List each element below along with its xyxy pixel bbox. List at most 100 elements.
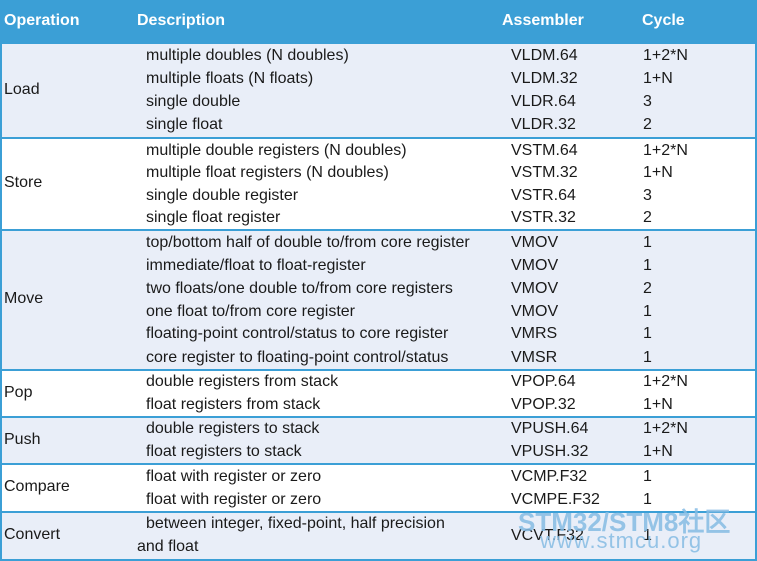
row-assembler: VSTR.64 bbox=[511, 187, 576, 204]
row-description: multiple float registers (N doubles) bbox=[146, 164, 389, 181]
table-row: core register to floating-point control/… bbox=[0, 346, 757, 369]
row-cycle: 1+2*N bbox=[643, 47, 688, 64]
convert-description-line1: between integer, fixed-point, half preci… bbox=[146, 515, 445, 532]
row-cycle: 1 bbox=[643, 234, 652, 251]
table-row: float with register or zero VCMP.F32 1 bbox=[0, 465, 757, 488]
table-row: multiple float registers (N doubles) VST… bbox=[0, 161, 757, 184]
row-description: top/bottom half of double to/from core r… bbox=[146, 234, 470, 251]
group-name: Pop bbox=[4, 384, 33, 401]
group-push: Push double registers to stack VPUSH.64 … bbox=[0, 418, 757, 463]
row-assembler: VSTM.32 bbox=[511, 164, 578, 181]
row-description: double registers to stack bbox=[146, 420, 320, 437]
row-assembler: VSTM.64 bbox=[511, 142, 578, 159]
table-row: multiple doubles (N doubles) VLDM.64 1+2… bbox=[0, 44, 757, 67]
group-divider bbox=[0, 511, 757, 513]
row-cycle: 1+N bbox=[643, 164, 673, 181]
row-description: one float to/from core register bbox=[146, 303, 355, 320]
convert-description-line2: and float bbox=[137, 538, 199, 555]
table-row: one float to/from core register VMOV 1 bbox=[0, 300, 757, 323]
group-divider bbox=[0, 416, 757, 418]
row-assembler: VMRS bbox=[511, 325, 558, 342]
row-cycle: 1+2*N bbox=[643, 142, 688, 159]
group-name: Compare bbox=[4, 478, 70, 495]
group-divider bbox=[0, 463, 757, 465]
row-description: core register to floating-point control/… bbox=[146, 349, 449, 366]
row-cycle: 2 bbox=[643, 209, 652, 226]
row-cycle: 1 bbox=[643, 468, 652, 485]
group-divider bbox=[0, 229, 757, 231]
row-assembler: VLDM.64 bbox=[511, 47, 578, 64]
row-description: multiple doubles (N doubles) bbox=[146, 47, 349, 64]
row-assembler: VPUSH.32 bbox=[511, 443, 589, 460]
table-row: single double register VSTR.64 3 bbox=[0, 184, 757, 207]
row-description: float with register or zero bbox=[146, 491, 322, 508]
row-description: single float bbox=[146, 116, 223, 133]
row-assembler: VMOV bbox=[511, 303, 559, 320]
table-row: float registers to stack VPUSH.32 1+N bbox=[0, 440, 757, 463]
row-cycle: 2 bbox=[643, 116, 652, 133]
row-assembler: VMSR bbox=[511, 349, 558, 366]
row-description: float registers to stack bbox=[146, 443, 302, 460]
table-row: single float VLDR.32 2 bbox=[0, 113, 757, 136]
table-row: float registers from stack VPOP.32 1+N bbox=[0, 393, 757, 416]
row-assembler: VMOV bbox=[511, 234, 559, 251]
table-header: Operation Description Assembler Cycle bbox=[0, 0, 757, 44]
group-compare: Compare float with register or zero VCMP… bbox=[0, 465, 757, 511]
row-assembler: VCMPE.F32 bbox=[511, 491, 600, 508]
row-description: multiple floats (N floats) bbox=[146, 70, 314, 87]
table-row: two floats/one double to/from core regis… bbox=[0, 277, 757, 300]
row-cycle: 1+2*N bbox=[643, 420, 688, 437]
row-assembler: VLDM.32 bbox=[511, 70, 578, 87]
header-description: Description bbox=[137, 12, 226, 29]
group-name: Push bbox=[4, 431, 41, 448]
row-description: single double register bbox=[146, 187, 299, 204]
table-border-bottom bbox=[0, 559, 757, 561]
table-row: multiple double registers (N doubles) VS… bbox=[0, 139, 757, 162]
group-divider bbox=[0, 137, 757, 139]
row-cycle: 1+N bbox=[643, 443, 673, 460]
row-assembler: VLDR.32 bbox=[511, 116, 576, 133]
table-row: double registers to stack VPUSH.64 1+2*N bbox=[0, 417, 757, 440]
row-description: single double bbox=[146, 93, 241, 110]
table-row: single double VLDR.64 3 bbox=[0, 90, 757, 113]
convert-assembler: VCVT.F32 bbox=[511, 527, 584, 544]
header-cycle: Cycle bbox=[642, 12, 685, 29]
table-row: multiple floats (N floats) VLDM.32 1+N bbox=[0, 67, 757, 90]
row-assembler: VLDR.64 bbox=[511, 93, 576, 110]
row-cycle: 2 bbox=[643, 280, 652, 297]
row-description: two floats/one double to/from core regis… bbox=[146, 280, 453, 297]
table-row: single float register VSTR.32 2 bbox=[0, 206, 757, 229]
row-description: single float register bbox=[146, 209, 281, 226]
row-description: floating-point control/status to core re… bbox=[146, 325, 449, 342]
row-cycle: 1 bbox=[643, 303, 652, 320]
row-cycle: 1 bbox=[643, 325, 652, 342]
row-assembler: VCMP.F32 bbox=[511, 468, 588, 485]
row-cycle: 1+N bbox=[643, 396, 673, 413]
row-assembler: VSTR.32 bbox=[511, 209, 576, 226]
group-name: Move bbox=[4, 290, 44, 307]
table-row: floating-point control/status to core re… bbox=[0, 322, 757, 345]
table-row: float with register or zero VCMPE.F32 1 bbox=[0, 488, 757, 511]
group-convert: Convert bbox=[0, 513, 757, 559]
group-move: Move top/bottom half of double to/from c… bbox=[0, 231, 757, 369]
table-row: immediate/float to float-register VMOV 1 bbox=[0, 254, 757, 277]
row-cycle: 1 bbox=[643, 349, 652, 366]
group-pop: Pop double registers from stack VPOP.64 … bbox=[0, 371, 757, 416]
row-cycle: 3 bbox=[643, 187, 652, 204]
header-operation: Operation bbox=[4, 12, 80, 29]
group-load: Load multiple doubles (N doubles) VLDM.6… bbox=[0, 44, 757, 138]
header-assembler: Assembler bbox=[502, 12, 584, 29]
row-assembler: VMOV bbox=[511, 257, 559, 274]
convert-cycle: 1 bbox=[643, 527, 652, 544]
row-assembler: VPOP.32 bbox=[511, 396, 576, 413]
row-cycle: 1 bbox=[643, 257, 652, 274]
group-name: Load bbox=[4, 81, 40, 98]
group-store: Store multiple double registers (N doubl… bbox=[0, 139, 757, 229]
row-description: float registers from stack bbox=[146, 396, 321, 413]
row-description: multiple double registers (N doubles) bbox=[146, 142, 407, 159]
row-cycle: 1+2*N bbox=[643, 373, 688, 390]
row-assembler: VPUSH.64 bbox=[511, 420, 589, 437]
row-description: double registers from stack bbox=[146, 373, 339, 390]
row-cycle: 1+N bbox=[643, 70, 673, 87]
